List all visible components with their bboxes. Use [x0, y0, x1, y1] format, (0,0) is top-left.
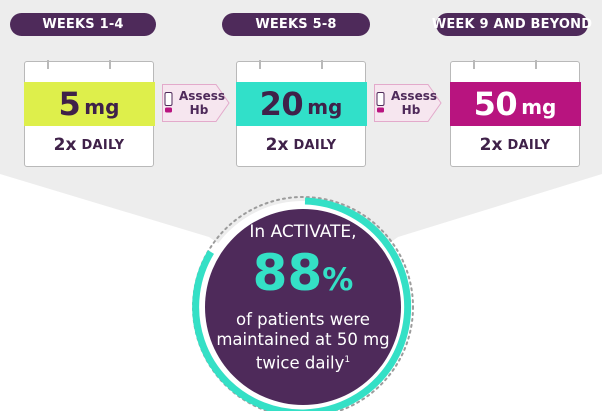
- result-circle-dotted-ring: [192, 196, 414, 411]
- percent-value: 88: [252, 244, 323, 302]
- dose-amount-band: 20 mg: [235, 82, 367, 126]
- dose-amount: 50: [473, 85, 518, 123]
- assess-line-2: Hb: [189, 103, 209, 117]
- arrow-shape: [162, 84, 230, 122]
- dose-amount: 20: [259, 85, 304, 123]
- dose-amount-band: 5 mg: [23, 82, 155, 126]
- frequency-count: 2x: [479, 135, 503, 155]
- dose-frequency: 2x DAILY: [451, 130, 579, 160]
- assess-line-2: Hb: [401, 103, 421, 117]
- result-percentage: 88%: [210, 245, 396, 308]
- exclamation-icon: [164, 92, 173, 113]
- dose-unit: mg: [307, 95, 343, 119]
- result-desc-line-1: of patients were: [236, 310, 370, 329]
- dose-frequency: 2x DAILY: [237, 130, 365, 160]
- calendar-peg: [473, 60, 475, 69]
- exclamation-icon: [376, 92, 385, 113]
- assess-hb-arrow-2: Assess Hb: [374, 84, 442, 122]
- frequency-count: 2x: [265, 135, 289, 155]
- frequency-word: DAILY: [81, 137, 125, 153]
- result-desc-line-3: twice daily1: [210, 350, 396, 374]
- frequency-word: DAILY: [293, 137, 337, 153]
- result-desc-text: twice daily: [255, 353, 345, 373]
- result-circle-teal-ring: [192, 197, 412, 411]
- arrow-shape: [374, 84, 442, 122]
- result-circle: [205, 209, 401, 405]
- dose-card-50mg: 50 mg 2x DAILY: [449, 60, 581, 167]
- assess-line-1: Assess: [179, 89, 225, 103]
- phase-pill-weeks-5-8: WEEKS 5-8: [222, 13, 370, 36]
- dose-unit: mg: [84, 95, 120, 119]
- frequency-count: 2x: [53, 135, 77, 155]
- dose-card-20mg: 20 mg 2x DAILY: [235, 60, 367, 167]
- assess-line-1: Assess: [391, 89, 437, 103]
- calendar-peg: [47, 60, 49, 69]
- assess-label: Assess Hb: [391, 89, 437, 117]
- result-description: of patients were maintained at 50 mg twi…: [210, 310, 396, 374]
- result-desc-line-2: maintained at 50 mg: [216, 330, 390, 349]
- calendar-peg: [259, 60, 261, 69]
- dose-amount-band: 50 mg: [449, 82, 581, 126]
- assess-hb-arrow-1: Assess Hb: [162, 84, 230, 122]
- calendar-peg: [109, 60, 111, 69]
- dose-amount: 5: [58, 85, 81, 123]
- result-text: In ACTIVATE, 88% of patients were mainta…: [210, 222, 396, 374]
- frequency-word: DAILY: [507, 137, 551, 153]
- assess-label: Assess Hb: [179, 89, 225, 117]
- percent-sign: %: [322, 262, 354, 298]
- phase-pill-weeks-1-4: WEEKS 1-4: [10, 13, 156, 36]
- footnote-marker: 1: [344, 355, 351, 365]
- dose-unit: mg: [521, 95, 557, 119]
- dose-frequency: 2x DAILY: [25, 130, 153, 160]
- calendar-peg: [535, 60, 537, 69]
- dose-card-5mg: 5 mg 2x DAILY: [23, 60, 155, 167]
- phase-pill-week-9-beyond: WEEK 9 AND BEYOND: [432, 13, 592, 36]
- calendar-peg: [321, 60, 323, 69]
- result-intro: In ACTIVATE,: [249, 222, 357, 242]
